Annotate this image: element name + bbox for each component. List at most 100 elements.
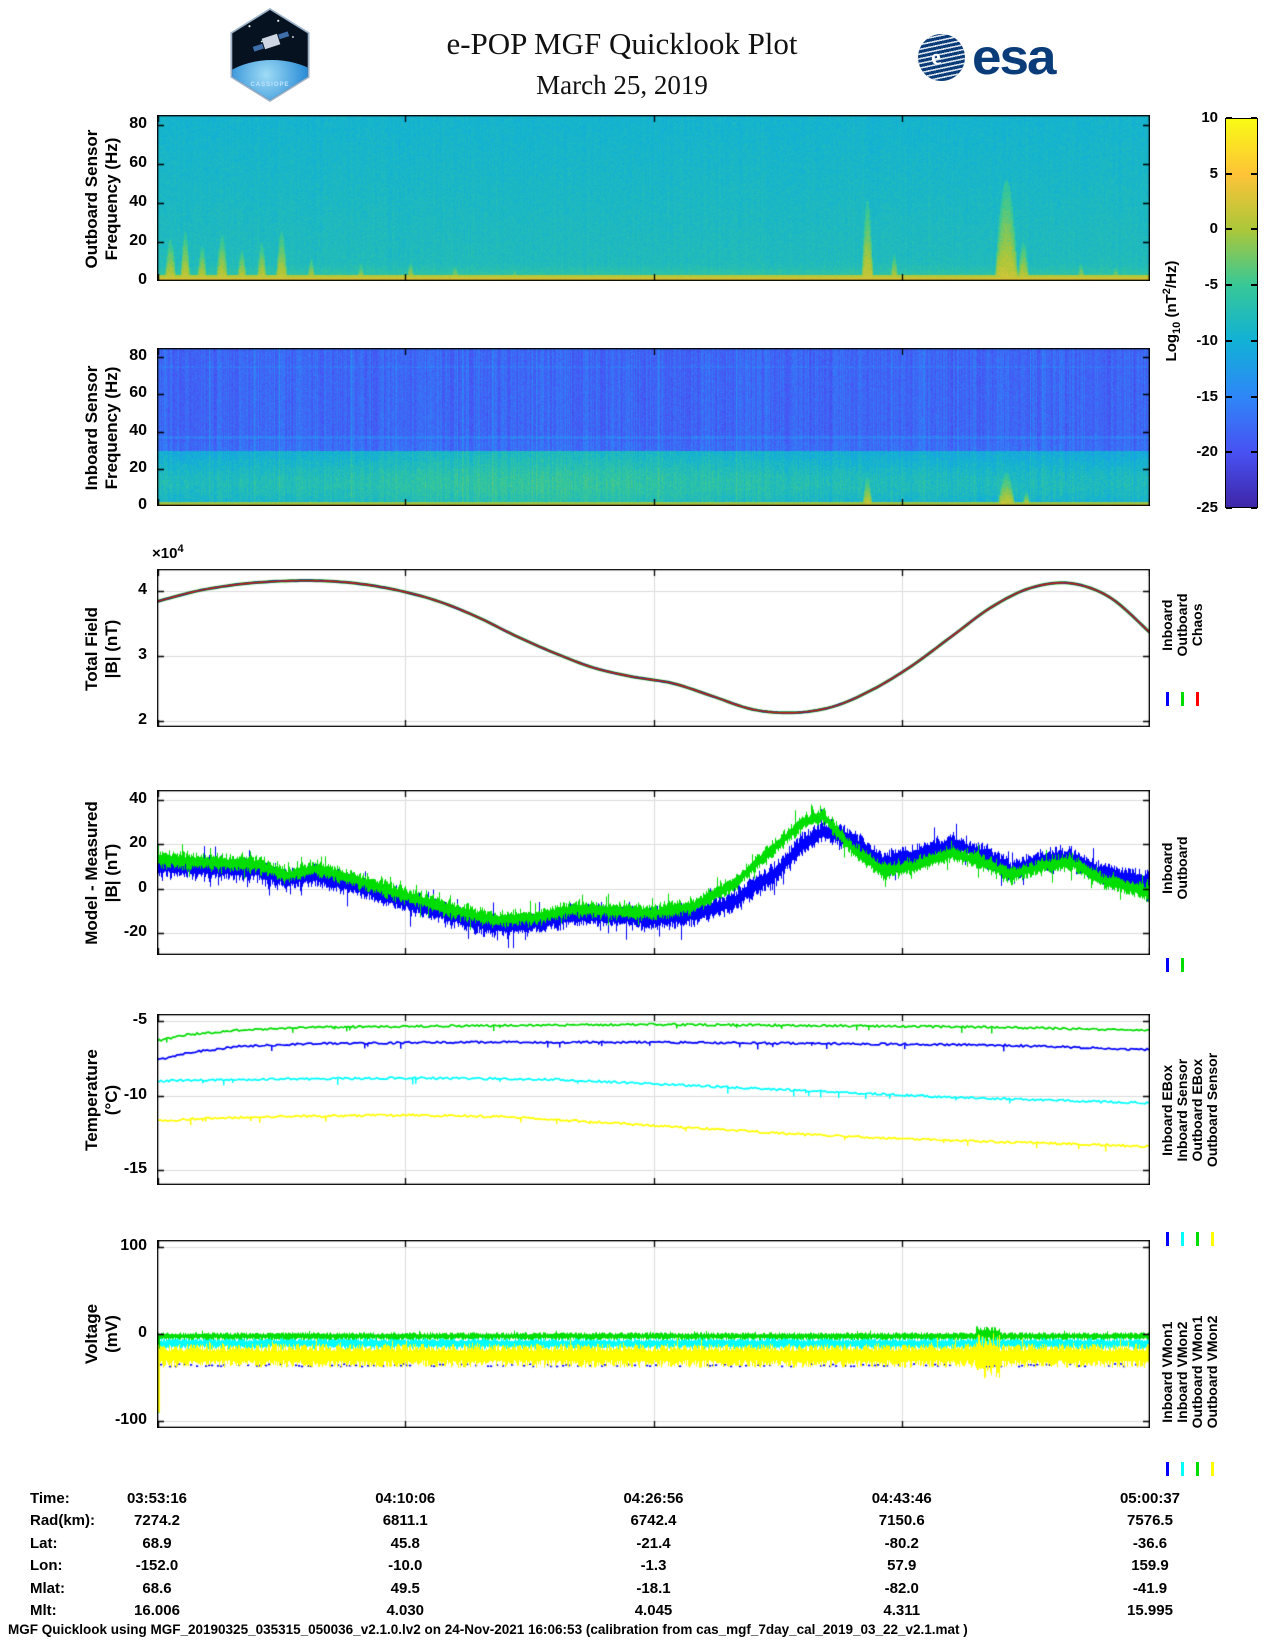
orbit-table-cell: -80.2 xyxy=(884,1534,919,1552)
orbit-table-cell: 7274.2 xyxy=(134,1512,180,1530)
legend-voltage: Inboard VMon1 Inboard VMon2 Outboard VMon1… xyxy=(1159,1315,1220,1429)
y-tick-label: 80 xyxy=(129,114,147,132)
legend-column xyxy=(1175,1462,1190,1476)
legend-column xyxy=(1160,1232,1175,1246)
esa-logo: e esa xyxy=(913,27,1056,88)
legend-column: Inboard VMon1 xyxy=(1159,1321,1175,1422)
temperature-chart-canvas xyxy=(157,1014,1150,1185)
orbit-table-cell: 05:00:37 xyxy=(1119,1490,1181,1507)
orbit-table-cell: -21.4 xyxy=(636,1534,671,1552)
legend-label: Inboard xyxy=(1159,599,1175,651)
y-tick-label: 40 xyxy=(129,192,147,210)
colorbar-tick-mark xyxy=(1226,228,1232,231)
orbit-table-row-label: Time: xyxy=(30,1490,70,1507)
colorbar-tick-mark xyxy=(1251,284,1257,287)
y-tick-label: 40 xyxy=(129,421,147,439)
legend-label: Chaos xyxy=(1189,603,1205,647)
y-tick-label: 40 xyxy=(129,789,147,807)
colorbar-tick-mark xyxy=(1251,395,1257,398)
orbit-table-cell: 04:10:06 xyxy=(375,1490,436,1507)
legend-label: Outboard xyxy=(1174,836,1190,900)
legend-color-swatch xyxy=(1196,1232,1199,1246)
orbit-table-cell: 7150.6 xyxy=(878,1512,925,1530)
colorbar-tick-label: -25 xyxy=(1196,499,1218,516)
orbit-table-cell: -1.3 xyxy=(640,1557,667,1575)
orbit-table-cell: 68.6 xyxy=(142,1579,172,1597)
legend-color-swatch xyxy=(1166,958,1169,972)
legend-color-swatch xyxy=(1181,692,1184,706)
orbit-table-row-label: Mlat: xyxy=(30,1579,65,1597)
legend-label: Outboard VMon2 xyxy=(1204,1315,1220,1429)
orbit-table-cell: 15.995 xyxy=(1127,1602,1173,1619)
legend-color-swatch xyxy=(1196,692,1199,706)
orbit-table-cell: 16.006 xyxy=(134,1602,180,1619)
y-tick-label: 0 xyxy=(138,878,147,896)
y-tick-label: 100 xyxy=(120,1236,147,1254)
legend-label: Inboard VMon2 xyxy=(1174,1321,1190,1423)
orbit-table-cell: 6742.4 xyxy=(630,1512,677,1530)
orbit-table-cell: 4.045 xyxy=(634,1602,673,1619)
page-title: e-POP MGF Quicklook Plot xyxy=(446,26,798,61)
orbit-table-cell: -36.6 xyxy=(1132,1534,1168,1552)
legend-column xyxy=(1205,1462,1220,1476)
y-tick-label: -20 xyxy=(123,922,147,940)
colorbar-tick-label: -10 xyxy=(1196,331,1218,349)
legend-column: Outboard Sensor xyxy=(1204,1052,1220,1168)
legend-color-swatch xyxy=(1181,958,1184,972)
colorbar-tick-mark xyxy=(1226,395,1232,398)
legend-label: Outboard VMon1 xyxy=(1189,1315,1205,1429)
legend-column xyxy=(1175,958,1190,972)
y-tick-label: -100 xyxy=(114,1411,147,1429)
legend-column xyxy=(1160,692,1175,706)
legend-label: Outboard Sensor xyxy=(1204,1052,1220,1168)
y-tick-label: 20 xyxy=(129,231,147,249)
orbit-table-cell: -18.1 xyxy=(636,1579,671,1597)
colorbar-tick-mark xyxy=(1226,117,1232,119)
y-tick-label: 20 xyxy=(129,458,147,476)
legend-color-swatch xyxy=(1211,1462,1214,1476)
esa-wordmark: esa xyxy=(972,29,1056,86)
mission-patch-label: CASSIOPE xyxy=(250,82,290,88)
y-tick-label: 0 xyxy=(138,496,147,513)
legend-swatches-voltage xyxy=(1160,1462,1220,1476)
legend-model_minus_measured: Inboard Outboard xyxy=(1159,836,1190,900)
orbit-table-cell: 4.311 xyxy=(883,1602,921,1619)
legend-color-swatch xyxy=(1181,1232,1184,1246)
legend-label: Outboard EBox xyxy=(1189,1058,1205,1162)
colorbar-tick-label: -5 xyxy=(1204,276,1218,294)
legend-column: Outboard VMon1 xyxy=(1189,1315,1205,1429)
legend-column: Outboard VMon2 xyxy=(1204,1315,1220,1429)
legend-color-swatch xyxy=(1181,1462,1184,1476)
orbit-table-cell: 03:53:16 xyxy=(126,1490,188,1507)
colorbar-tick-mark xyxy=(1226,284,1232,287)
legend-swatches-temperature xyxy=(1160,1232,1220,1246)
legend-temperature: Inboard EBox Inboard Sensor Outboard EBox O… xyxy=(1159,1052,1220,1168)
colorbar-tick-mark xyxy=(1226,451,1232,454)
colorbar xyxy=(1225,118,1258,508)
y-tick-label: 2 xyxy=(138,711,147,729)
total-field-chart-canvas xyxy=(157,569,1150,727)
legend-color-swatch xyxy=(1196,1462,1199,1476)
legend-label: Inboard Sensor xyxy=(1174,1058,1190,1162)
orbit-table-cell: 159.9 xyxy=(1131,1557,1169,1575)
model-minus-measured-chart-canvas xyxy=(157,790,1150,955)
orbit-table-cell: 49.5 xyxy=(390,1579,420,1597)
legend-column: Inboard Sensor xyxy=(1174,1058,1190,1162)
colorbar-tick-mark xyxy=(1251,451,1257,454)
orbit-table-cell: -82.0 xyxy=(884,1579,919,1597)
legend-column xyxy=(1190,1232,1205,1246)
orbit-table-cell: 6811.1 xyxy=(382,1512,428,1530)
legend-column: Inboard xyxy=(1159,599,1175,651)
y-tick-label: 4 xyxy=(138,581,147,599)
legend-column: Inboard xyxy=(1159,842,1175,893)
y-tick-label: 60 xyxy=(129,153,147,171)
colorbar-tick-mark xyxy=(1251,339,1257,342)
legend-column xyxy=(1175,1232,1190,1246)
orbit-table-row-label: Rad(km): xyxy=(30,1512,96,1530)
y-tick-label: 80 xyxy=(129,347,147,365)
legend-swatches-total_field xyxy=(1160,692,1205,706)
colorbar-tick-label: -15 xyxy=(1196,387,1218,405)
legend-column xyxy=(1160,1462,1175,1476)
orbit-table-cell: 45.8 xyxy=(390,1534,420,1552)
